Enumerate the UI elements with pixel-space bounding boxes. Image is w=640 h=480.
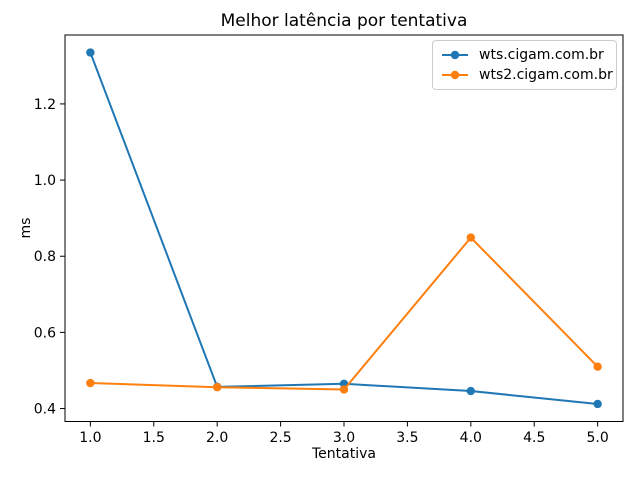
y-tick-label: 1.2 bbox=[34, 97, 56, 113]
legend-label: wts.cigam.com.br bbox=[479, 47, 604, 63]
series-line bbox=[89, 236, 599, 391]
legend-item: wts2.cigam.com.br bbox=[440, 65, 613, 85]
x-tick-label: 1.0 bbox=[79, 430, 101, 446]
data-point bbox=[86, 378, 95, 388]
x-tick-label: 3.5 bbox=[396, 430, 418, 446]
y-tick-label: 1.0 bbox=[34, 173, 56, 189]
x-tick-label: 4.0 bbox=[460, 430, 482, 446]
data-point bbox=[466, 386, 476, 396]
series-line bbox=[89, 51, 599, 405]
chart-title: Melhor latência por tentativa bbox=[220, 11, 468, 31]
data-point bbox=[339, 385, 349, 394]
legend: wts.cigam.com.br wts2.cigam.com.br bbox=[432, 40, 617, 90]
y-tick-label: 0.8 bbox=[34, 249, 56, 265]
legend-line-marker-icon bbox=[442, 50, 468, 60]
x-tick-label: 2.0 bbox=[206, 430, 228, 446]
legend-line-marker-icon bbox=[442, 70, 468, 80]
x-tick-label: 1.5 bbox=[143, 430, 165, 446]
plot-border bbox=[64, 34, 624, 422]
y-tick-label: 0.4 bbox=[34, 402, 56, 418]
y-tick-label: 0.6 bbox=[34, 325, 56, 341]
legend-label: wts2.cigam.com.br bbox=[479, 67, 613, 83]
legend-item: wts.cigam.com.br bbox=[440, 45, 609, 65]
x-tick-label: 3.0 bbox=[333, 430, 355, 446]
data-point bbox=[212, 383, 222, 392]
data-point bbox=[593, 399, 602, 409]
x-tick-label: 5.0 bbox=[587, 430, 609, 446]
x-tick-label: 2.5 bbox=[269, 430, 291, 446]
data-point bbox=[593, 362, 602, 371]
y-axis-label: ms bbox=[18, 217, 34, 239]
x-tick-label: 4.5 bbox=[523, 430, 545, 446]
data-point bbox=[86, 48, 95, 57]
x-axis-label: Tentativa bbox=[312, 446, 376, 462]
data-point bbox=[466, 233, 476, 242]
